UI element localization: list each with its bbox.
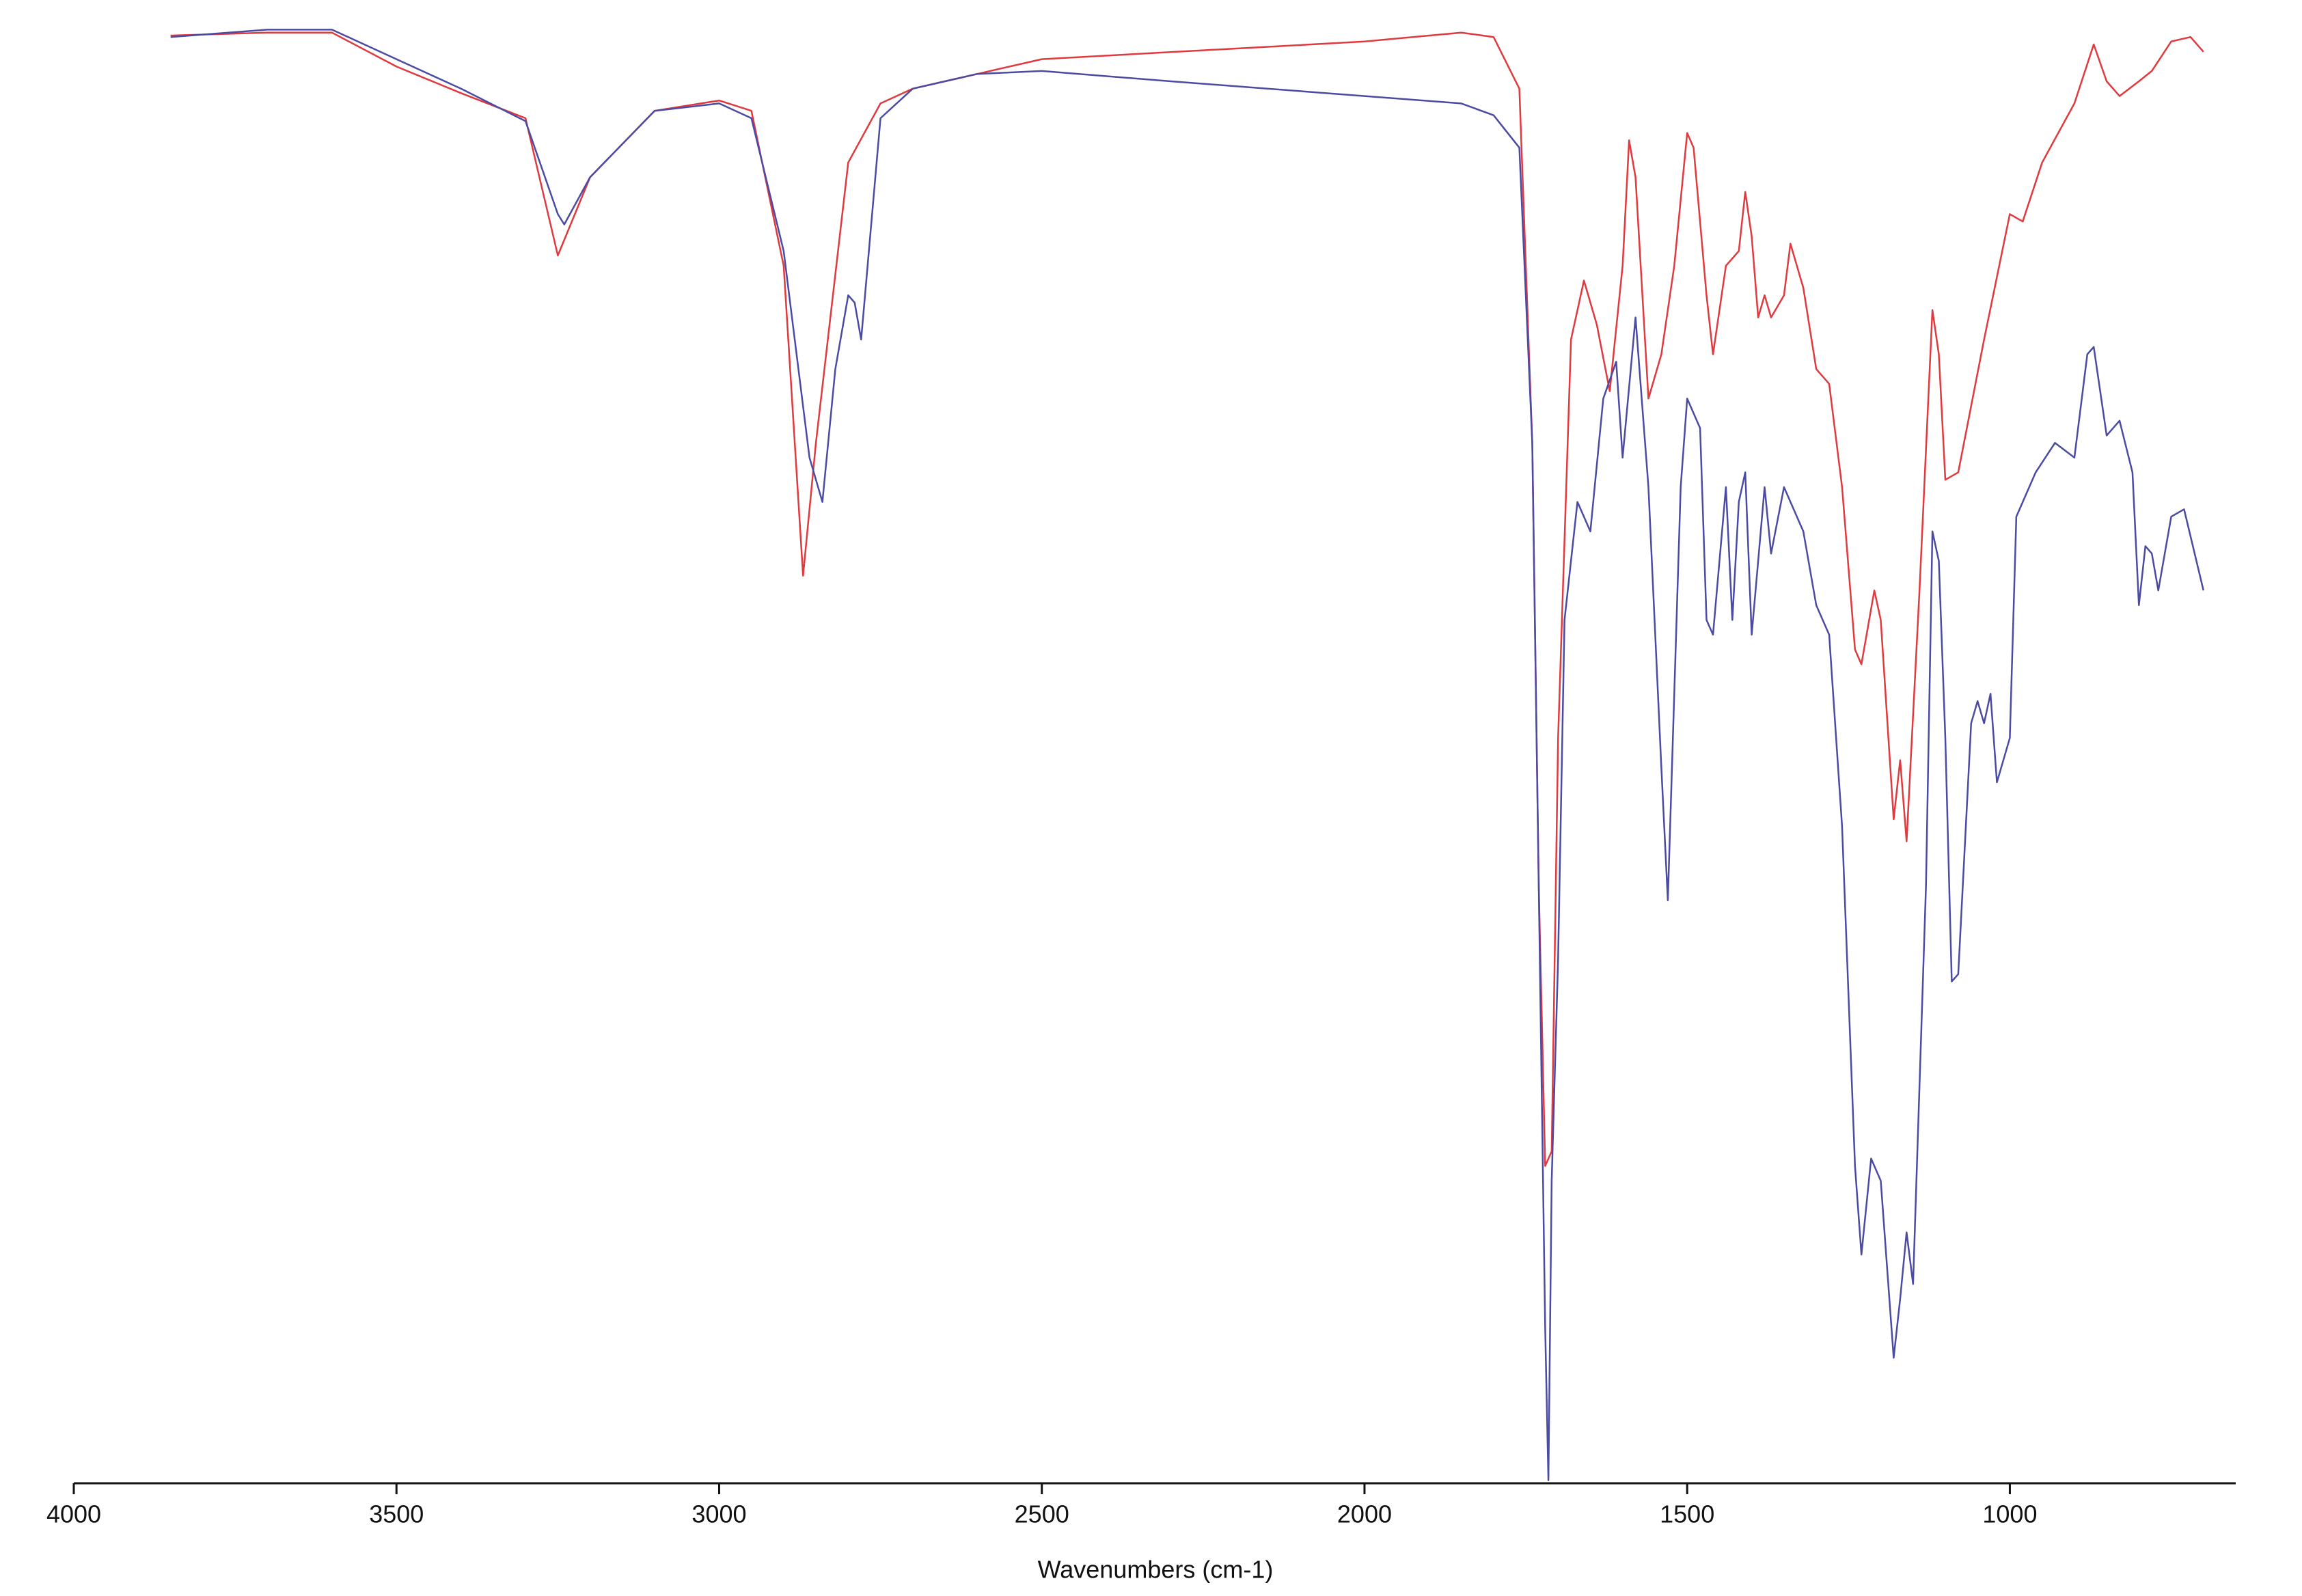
x-tick-label: 1000 <box>1982 1500 2037 1528</box>
x-tick-label: 2000 <box>1337 1500 1392 1528</box>
x-tick-label: 2500 <box>1015 1500 1069 1528</box>
x-axis-title: Wavenumbers (cm-1) <box>1038 1556 1274 1584</box>
spectrum-line <box>170 29 2205 1481</box>
x-tick-label: 4000 <box>46 1500 101 1528</box>
x-tick-label: 3000 <box>691 1500 746 1528</box>
spectrum-line <box>170 31 2204 1167</box>
x-tick-label: 1500 <box>1660 1500 1714 1528</box>
x-tick-label: 3500 <box>369 1500 424 1528</box>
